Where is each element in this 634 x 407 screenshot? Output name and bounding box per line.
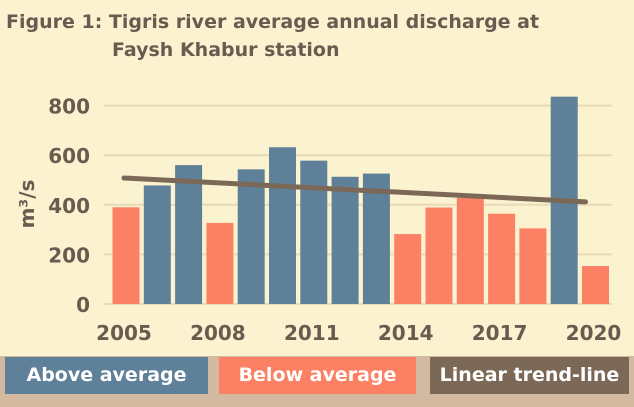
bar-2012 [331, 176, 359, 304]
figure-title-line2: Faysh Khabur station [112, 39, 340, 61]
x-tick-label: 2020 [566, 321, 622, 345]
y-tick-label: 0 [76, 293, 90, 317]
bar-2007 [175, 165, 203, 304]
y-tick-label: 400 [48, 194, 90, 218]
x-tick-label: 2017 [472, 321, 528, 345]
bar-2006 [143, 185, 171, 304]
bar-2005 [112, 207, 140, 304]
bar-2015 [425, 207, 453, 304]
x-tick-label: 2008 [190, 321, 246, 345]
bar-2014 [394, 234, 422, 304]
legend-below-average: Below average [219, 357, 416, 394]
x-axis-ticks: 2005 2008 2011 2014 2017 2020 [96, 321, 621, 345]
y-tick-label: 800 [48, 95, 90, 119]
x-tick-label: 2014 [378, 321, 434, 345]
x-tick-label: 2011 [284, 321, 340, 345]
bar-2017 [488, 213, 516, 304]
legend-trend-line: Linear trend-line [430, 357, 629, 394]
figure-title: Figure 1: Tigris river average annual di… [6, 8, 539, 64]
trend-line-group [121, 175, 588, 205]
figure-title-line1: Figure 1: Tigris river average annual di… [6, 11, 540, 33]
bars [112, 96, 609, 304]
y-axis-label: m³/s [15, 180, 39, 229]
bar-2016 [456, 197, 484, 304]
bar-2018 [519, 228, 547, 304]
legend-above-average: Above average [5, 357, 208, 394]
discharge-chart: 0 200 400 600 800 2005 2008 2011 2014 2017 2020 m… [15, 95, 621, 345]
bar-2020 [582, 266, 609, 304]
x-tick-label: 2005 [96, 321, 152, 345]
bar-2009 [237, 169, 265, 304]
bar-2011 [300, 160, 328, 304]
y-tick-label: 200 [48, 243, 90, 267]
bar-2008 [206, 222, 234, 304]
bar-2013 [362, 173, 390, 304]
trend-line [121, 175, 588, 205]
y-tick-label: 600 [48, 144, 90, 168]
bar-2010 [269, 147, 296, 304]
y-axis-ticks: 0 200 400 600 800 [48, 95, 90, 317]
